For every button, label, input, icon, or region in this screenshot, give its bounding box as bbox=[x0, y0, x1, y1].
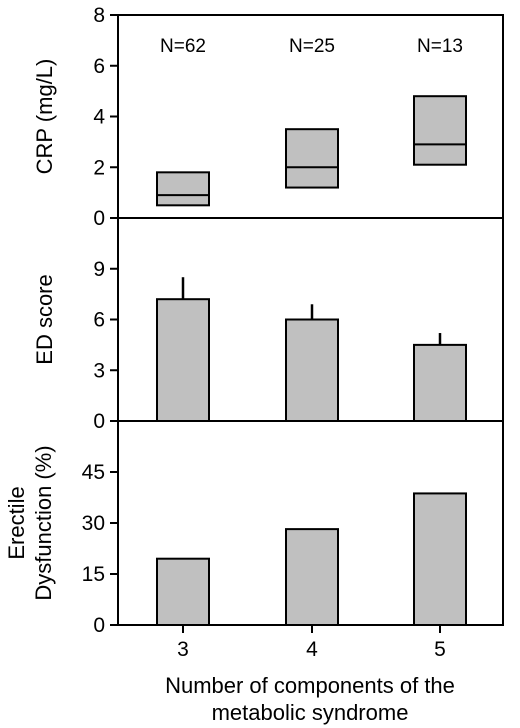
bar bbox=[285, 318, 339, 422]
sample-size-label: N=13 bbox=[417, 36, 463, 57]
y-axis-title: CRP (mg/L) bbox=[32, 59, 57, 175]
box bbox=[285, 128, 339, 189]
bar bbox=[413, 492, 467, 627]
x-axis-title-line-1: Number of components of the bbox=[165, 673, 455, 698]
y-tick-label: 45 bbox=[82, 461, 105, 484]
bar bbox=[156, 557, 210, 627]
panel-2: 0 3 6 9 ED score bbox=[32, 217, 504, 433]
box bbox=[413, 95, 467, 166]
x-tick-label: 5 bbox=[434, 638, 446, 661]
y-tick-label: 0 bbox=[93, 614, 105, 637]
y-axis-title-line-1: Erectile bbox=[4, 486, 29, 559]
y-tick-label: 0 bbox=[93, 410, 105, 433]
y-axis-title-line-2: Dysfunction (%) bbox=[31, 445, 56, 600]
y-tick-label: 8 bbox=[93, 4, 105, 27]
y-tick-label: 0 bbox=[93, 207, 105, 230]
bar bbox=[285, 528, 339, 626]
y-tick-label: 4 bbox=[93, 106, 105, 129]
y-tick-label: 9 bbox=[93, 258, 105, 281]
x-tick-label: 4 bbox=[306, 638, 318, 661]
y-tick-label: 3 bbox=[93, 359, 105, 382]
box bbox=[156, 171, 210, 207]
panel-3: 0 15 30 45 Erectile Dysfunction (%) bbox=[4, 420, 504, 637]
x-axis-title-line-2: metabolic syndrome bbox=[212, 700, 409, 725]
bar bbox=[413, 343, 467, 422]
panel-1: 0 2 4 6 8 CRP (mg/L) N=62 N=25 N=13 bbox=[32, 4, 504, 230]
y-tick-label: 6 bbox=[93, 55, 105, 78]
y-tick-label: 30 bbox=[82, 512, 105, 535]
sample-size-label: N=62 bbox=[160, 36, 206, 57]
y-tick-label: 2 bbox=[93, 156, 105, 179]
bar bbox=[156, 298, 210, 423]
shared-x-axis: 3 4 5 Number of components of the metabo… bbox=[165, 638, 455, 725]
y-tick-label: 15 bbox=[82, 563, 105, 586]
sample-size-label: N=25 bbox=[289, 36, 335, 57]
x-tick-label: 3 bbox=[177, 638, 189, 661]
y-tick-label: 6 bbox=[93, 309, 105, 332]
y-axis-title: ED score bbox=[32, 274, 57, 364]
